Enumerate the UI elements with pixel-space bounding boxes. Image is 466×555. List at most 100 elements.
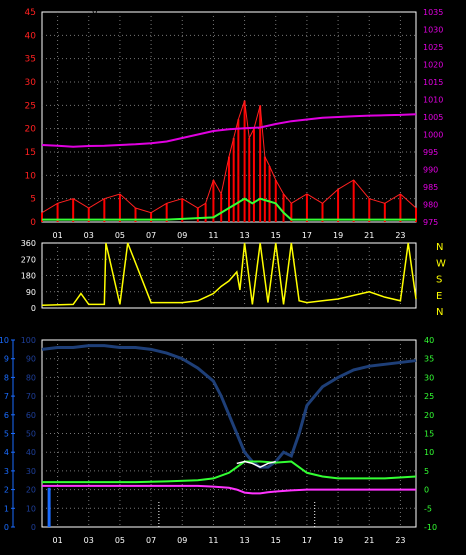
left-tick-label: 40 — [25, 31, 37, 41]
temperature-tick-label: 20 — [424, 411, 434, 420]
dewpoint-label: Dew Point (°C) — [392, 322, 465, 334]
humidity-tick-label: 90 — [26, 355, 36, 364]
wind-gust-line — [41, 100, 417, 214]
temperature-tick-label: -10 — [424, 523, 437, 532]
temperature-line — [42, 460, 417, 484]
right-tick-label: 1000 — [423, 131, 443, 140]
right-tick-label: 975 — [423, 218, 438, 227]
windchill-line — [236, 460, 276, 468]
rain-tick-label: 10 — [0, 336, 9, 345]
humidity-tick-label: 100 — [21, 336, 36, 345]
temperature-tick-label: 10 — [424, 448, 434, 457]
wind-pressure-panel: 01 03 05 07 09 11 13 15 17 19 21 230510152025303540… — [25, 8, 444, 240]
rain-tick-label: 5 — [4, 430, 9, 439]
rain-tick-label: 6 — [4, 411, 9, 420]
left-tick-label: 30 — [25, 78, 37, 88]
x-tick-label: 13 — [239, 231, 249, 240]
left-tick-label: 5 — [30, 195, 36, 205]
temperature-tick-label: 0 — [424, 486, 429, 495]
dewpoint-line — [42, 484, 416, 495]
left-tick-label: 25 — [25, 101, 36, 111]
compass-label: E — [436, 291, 442, 302]
right-tick-label: 995 — [423, 148, 438, 157]
compass-label: N — [436, 242, 443, 253]
rain-tick-label: 8 — [4, 373, 9, 382]
right-tick-label: 980 — [423, 201, 438, 210]
x-tick-label: 23 — [395, 231, 405, 240]
left-tick-label: 10 — [25, 171, 37, 181]
temperature-tick-label: 5 — [424, 467, 429, 476]
x-tick-label: 17 — [302, 231, 312, 240]
direction-tick-label: 270 — [21, 255, 36, 264]
direction-tick-label: 180 — [21, 272, 36, 281]
chart-title: 24 hour graph (au 22 Febraio 2013 — [171, 0, 342, 11]
left-tick-label: 0 — [30, 218, 36, 228]
humidity-tick-label: 0 — [31, 523, 36, 532]
humidity-tick-label: 80 — [26, 373, 36, 382]
x-tick-label: 11 — [208, 536, 218, 545]
right-tick-label: 1035 — [423, 8, 443, 17]
right-tick-label: 1015 — [423, 78, 443, 87]
x-tick-label: 07 — [146, 231, 156, 240]
x-tick-label: 13 — [239, 536, 249, 545]
right-tick-label: 1030 — [423, 26, 443, 35]
right-tick-label: 990 — [423, 166, 438, 175]
rain-axis-title: Pioggia — [1, 322, 39, 334]
left-tick-label: 45 — [25, 8, 36, 18]
direction-tick-label: 90 — [26, 288, 36, 297]
x-tick-label: 23 — [395, 536, 405, 545]
x-tick-label: 19 — [333, 231, 343, 240]
rain-tick-label: 1 — [4, 504, 9, 513]
humidity-tick-label: 20 — [26, 486, 36, 495]
x-tick-label: 17 — [302, 536, 312, 545]
pressure-axis-title: Pressione — [372, 2, 421, 14]
left-tick-label: 15 — [25, 148, 36, 158]
x-tick-label: 15 — [271, 536, 281, 545]
x-tick-label: 15 — [271, 231, 281, 240]
pressure-line — [41, 113, 417, 148]
temperature-tick-label: 40 — [424, 336, 434, 345]
temperature-tick-label: 15 — [424, 430, 434, 439]
humidity-tick-label: 10 — [26, 504, 36, 513]
x-tick-label: 09 — [177, 536, 187, 545]
x-tick-label: 03 — [84, 231, 94, 240]
compass-label: N — [436, 307, 443, 318]
x-tick-label: 09 — [177, 231, 187, 240]
sun-set-label: Sun Set — [296, 493, 325, 502]
humidity-line — [41, 344, 417, 469]
humidity-tick-label: 60 — [26, 411, 36, 420]
right-tick-label: 1005 — [423, 113, 443, 122]
x-tick-label: 05 — [115, 231, 125, 240]
x-tick-label: 05 — [115, 536, 125, 545]
temperature-tick-label: 25 — [424, 392, 434, 401]
humidity-tick-label: 50 — [26, 430, 36, 439]
x-tick-label: 19 — [333, 536, 343, 545]
rain-tick-label: 4 — [4, 448, 9, 457]
compass-label: W — [436, 258, 446, 269]
x-tick-label: 03 — [84, 536, 94, 545]
direction-tick-label: 360 — [21, 239, 36, 248]
wind-axis-title: Forza vento() — [33, 2, 98, 14]
rain-tick-label: 2 — [4, 486, 9, 495]
rain-tick-label: 3 — [4, 467, 9, 476]
x-tick-label: 01 — [52, 536, 62, 545]
temperature-tick-label: 35 — [424, 355, 434, 364]
compass-label: S — [436, 275, 442, 286]
temperature-tick-label: 30 — [424, 373, 434, 382]
temperature-label: Temperatura — [313, 322, 376, 334]
x-tick-label: 01 — [52, 231, 62, 240]
right-tick-label: 1025 — [423, 43, 443, 52]
humidity-tick-label: 30 — [26, 467, 36, 476]
x-tick-label: 21 — [364, 231, 374, 240]
windchill-label: Windchill — [244, 322, 288, 334]
right-tick-label: 985 — [423, 183, 438, 192]
temperature-humidity-panel: 01 03 05 07 09 11 13 15 17 19 21 230123456789100102… — [0, 336, 437, 545]
humidity-tick-label: 70 — [26, 392, 36, 401]
direction-tick-label: 0 — [31, 304, 36, 313]
sun-rise-label: Sun Rise — [150, 493, 183, 502]
rain-tick-label: 9 — [4, 355, 9, 364]
x-tick-label: 11 — [208, 231, 218, 240]
rain-tick-label: 7 — [4, 392, 9, 401]
